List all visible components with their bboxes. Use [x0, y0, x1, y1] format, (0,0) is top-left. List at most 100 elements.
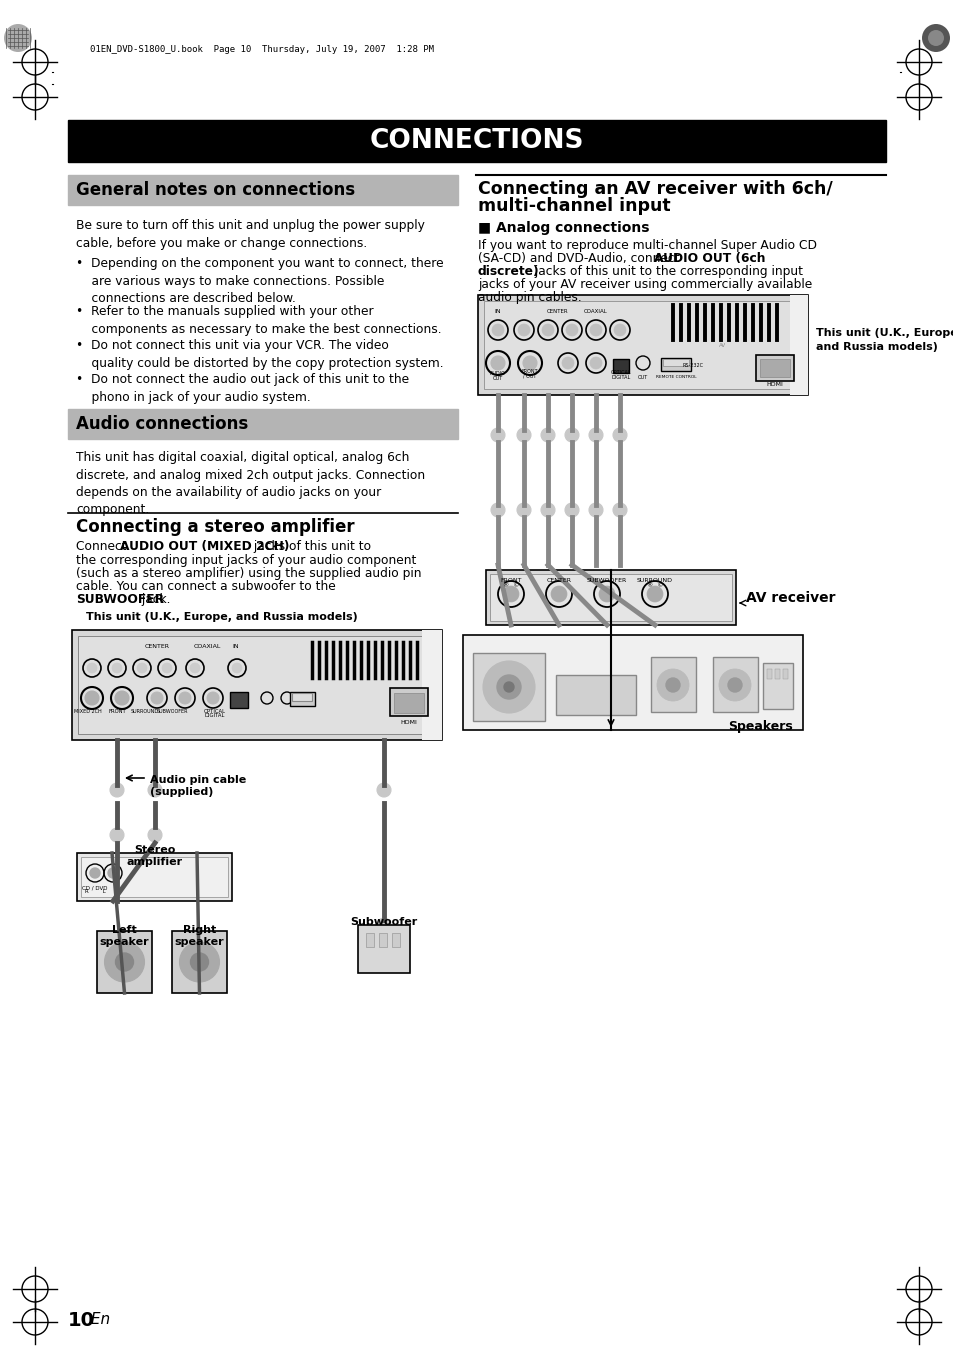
Circle shape — [482, 661, 535, 713]
Bar — [71, 630, 441, 740]
Text: the corresponding input jacks of your audio component: the corresponding input jacks of your au… — [76, 554, 416, 567]
Circle shape — [517, 428, 531, 442]
Text: 10: 10 — [68, 1310, 95, 1329]
Bar — [77, 852, 232, 901]
Circle shape — [613, 503, 626, 517]
Circle shape — [148, 784, 162, 797]
Bar — [662, 359, 688, 366]
Bar — [366, 934, 374, 947]
Circle shape — [921, 24, 949, 51]
Bar — [421, 630, 441, 740]
Circle shape — [491, 503, 504, 517]
Text: FRONT
®  ©: FRONT ® © — [499, 578, 521, 588]
Text: This unit (U.K., Europe,
and Russia models): This unit (U.K., Europe, and Russia mode… — [815, 328, 953, 351]
Text: IN: IN — [495, 309, 500, 313]
Bar — [485, 570, 735, 626]
Text: REMOTE CONTROL: REMOTE CONTROL — [655, 376, 696, 380]
Bar — [394, 693, 423, 713]
Circle shape — [541, 324, 554, 336]
Text: SURROUND: SURROUND — [131, 709, 159, 713]
Text: 01EN_DVD-S1800_U.book  Page 10  Thursday, July 19, 2007  1:28 PM: 01EN_DVD-S1800_U.book Page 10 Thursday, … — [90, 46, 434, 54]
Text: SUBWOOFER: SUBWOOFER — [76, 593, 164, 607]
Text: Be sure to turn off this unit and unplug the power supply
cable, before you make: Be sure to turn off this unit and unplug… — [76, 219, 424, 250]
Text: OPTICAL: OPTICAL — [204, 709, 226, 713]
Circle shape — [588, 503, 602, 517]
Circle shape — [517, 324, 530, 336]
Circle shape — [522, 357, 537, 370]
Bar — [97, 931, 152, 993]
Text: jack.: jack. — [138, 593, 171, 607]
Text: multi-channel input: multi-channel input — [477, 197, 670, 215]
Bar — [650, 657, 696, 712]
Bar — [483, 301, 801, 389]
Circle shape — [4, 24, 32, 51]
Text: HDMI: HDMI — [400, 720, 417, 724]
Text: COAXIAL: COAXIAL — [583, 309, 607, 313]
Circle shape — [110, 828, 124, 842]
Text: cable. You can connect a subwoofer to the: cable. You can connect a subwoofer to th… — [76, 580, 335, 593]
Circle shape — [589, 324, 601, 336]
Text: jacks of your AV receiver using commercially available: jacks of your AV receiver using commerci… — [477, 278, 811, 290]
Bar — [172, 931, 227, 993]
Text: CENTER: CENTER — [546, 578, 571, 584]
Circle shape — [497, 676, 520, 698]
Circle shape — [564, 428, 578, 442]
Text: R        L: R L — [85, 889, 105, 894]
Circle shape — [719, 669, 750, 701]
Bar — [477, 295, 807, 394]
Bar — [782, 669, 787, 680]
Bar — [290, 692, 314, 707]
Circle shape — [491, 428, 504, 442]
Text: OPTICAL
DIGITAL: OPTICAL DIGITAL — [610, 370, 631, 380]
Bar — [760, 359, 789, 377]
Text: Connecting an AV receiver with 6ch/: Connecting an AV receiver with 6ch/ — [477, 180, 832, 199]
Circle shape — [90, 867, 100, 878]
Bar — [68, 176, 457, 205]
Circle shape — [207, 692, 219, 704]
Circle shape — [115, 690, 129, 705]
Bar — [462, 635, 802, 730]
Text: FRONT
/ OUT: FRONT / OUT — [521, 369, 537, 380]
Bar — [774, 669, 780, 680]
Circle shape — [112, 663, 122, 673]
Circle shape — [598, 586, 615, 603]
Circle shape — [492, 324, 503, 336]
Bar — [613, 359, 628, 373]
Text: •  Do not connect this unit via your VCR. The video
    quality could be distort: • Do not connect this unit via your VCR.… — [76, 339, 443, 370]
Text: General notes on connections: General notes on connections — [76, 181, 355, 199]
Text: En: En — [86, 1313, 110, 1328]
Text: This unit (U.K., Europe, and Russia models): This unit (U.K., Europe, and Russia mode… — [86, 612, 357, 621]
Text: SUBWOOFER: SUBWOOFER — [156, 709, 188, 713]
Bar — [490, 574, 731, 621]
Circle shape — [503, 682, 514, 692]
Circle shape — [179, 692, 191, 704]
Text: FRONT: FRONT — [108, 709, 126, 713]
Text: discrete): discrete) — [477, 265, 539, 278]
Text: Stereo
amplifier: Stereo amplifier — [127, 844, 182, 867]
Text: OUT: OUT — [638, 376, 647, 380]
Text: CENTER: CENTER — [547, 309, 568, 313]
Circle shape — [540, 428, 555, 442]
Bar — [292, 693, 312, 701]
Text: CENTER: CENTER — [144, 644, 170, 648]
Text: RS-232C: RS-232C — [681, 363, 702, 367]
Circle shape — [665, 678, 679, 692]
Circle shape — [927, 30, 943, 46]
Bar — [390, 688, 428, 716]
Text: •  Depending on the component you want to connect, there
    are various ways to: • Depending on the component you want to… — [76, 257, 443, 305]
Circle shape — [162, 663, 172, 673]
Circle shape — [108, 867, 118, 878]
Text: Right
speaker: Right speaker — [174, 925, 224, 947]
Text: AUDIO OUT (6ch: AUDIO OUT (6ch — [654, 253, 764, 265]
Circle shape — [565, 324, 578, 336]
Circle shape — [151, 692, 163, 704]
Circle shape — [110, 784, 124, 797]
Bar — [68, 120, 885, 162]
Text: Left
speaker: Left speaker — [99, 925, 150, 947]
Circle shape — [87, 663, 97, 673]
Bar — [712, 657, 758, 712]
Text: AV: AV — [719, 343, 726, 349]
Text: (SA-CD) and DVD-Audio, connect: (SA-CD) and DVD-Audio, connect — [477, 253, 682, 265]
Text: SURROUND
®  ©: SURROUND ® © — [637, 578, 672, 588]
Circle shape — [179, 942, 219, 982]
